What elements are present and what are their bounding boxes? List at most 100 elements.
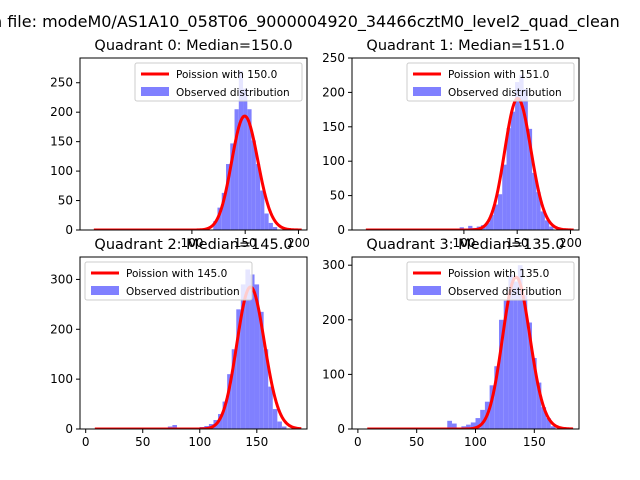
histogram-bar [485,223,490,230]
histogram-bar [466,424,471,429]
x-tick-label: 150 [245,435,268,449]
histogram-bar [544,220,550,230]
y-tick-label: 0 [65,223,73,237]
legend-box [406,261,575,301]
axes-frame [79,57,308,231]
histogram-bar [221,192,227,230]
x-tick-label: 200 [287,236,310,250]
x-tick-label: 150 [506,236,529,250]
y-tick-label: 200 [50,322,73,336]
panel-quadrant-0: Quadrant 0: Median=150.0 100 150 200 0 50 100 1… [50,38,310,250]
y-tick-label: 150 [322,120,345,134]
histogram-bar [227,374,232,429]
histogram-bar [499,319,504,429]
histogram-bar [541,407,547,429]
histogram-bar [489,385,495,429]
histogram-bar [236,309,241,429]
y-tick-label: 0 [337,422,345,436]
histogram-bar [230,143,235,230]
histogram-bar [498,194,503,230]
y-tick-label: 100 [322,154,345,168]
x-tick-label: 100 [452,236,475,250]
histogram-bar [532,172,537,230]
histogram-bar [515,82,520,230]
histogram-bar [281,426,287,429]
histogram-bar [527,322,532,429]
histogram-bar [264,213,269,230]
poisson-curve [365,97,575,230]
x-tick-label: 0 [354,435,362,449]
y-tick-label: 200 [50,105,73,119]
x-tick-label: 150 [523,435,546,449]
histogram-bar [517,265,523,429]
histogram-bar [470,422,476,429]
legend-bar-label: Observed distribution [448,286,562,298]
histogram-bar [493,204,499,230]
panel-quadrant-1: Quadrant 1: Median=151.0 100 150 200 0 50 100 1… [322,38,582,250]
y-tick-label: 200 [322,85,345,99]
histogram-bar [213,221,218,230]
histogram-bar [475,418,481,429]
y-tick-label: 50 [330,189,345,203]
x-tick-label: 100 [464,435,487,449]
legend-box [84,261,253,301]
histogram-bar [522,295,528,429]
histogram-bar [536,382,542,429]
y-tick-label: 250 [50,76,73,90]
histogram-bar [272,227,278,230]
legend: Poission with 135.0 Observed distribution [406,261,575,301]
histogram-bar [245,269,250,429]
histogram-bar [494,366,500,429]
histogram-bar [222,401,228,429]
histogram-bar [549,226,554,230]
histogram-bar [263,349,269,429]
x-tick-label: 50 [135,435,150,449]
histogram-bar [243,88,248,230]
histogram-bar [447,420,452,429]
poisson-curve [93,114,303,230]
x-tick-label: 150 [234,236,257,250]
histogram-bar [272,409,278,429]
histogram-bar [277,421,282,429]
histogram-bar [238,70,244,230]
legend-line-label: Poission with 135.0 [448,268,549,280]
panel-title: Quadrant 1: Median=151.0 [366,38,564,54]
histogram-bar [489,214,494,230]
y-tick-label: 0 [337,223,345,237]
x-tick-label: 50 [409,435,424,449]
panel-title: Quadrant 0: Median=150.0 [94,38,292,54]
figure-suptitle: n file: modeM0/AS1A10_058T06_9000004920_… [0,12,620,32]
histogram-bar [451,423,457,429]
legend-bar-label: Observed distribution [176,87,290,99]
x-tick-label: 200 [559,236,582,250]
histogram-bar [506,128,511,230]
y-tick-label: 150 [50,135,73,149]
bar-series [167,269,287,429]
y-tick-label: 100 [50,164,73,178]
legend-line-label: Poission with 151.0 [448,69,549,81]
panel-quadrant-2: Quadrant 2: Median=145.0 0 50 100 150 0 100 200… [50,237,308,449]
histogram-bar [550,426,556,429]
histogram-bar [251,140,256,230]
histogram-bar [218,414,223,429]
histogram-bar [260,190,265,230]
legend-bar-label: Observed distribution [448,87,562,99]
legend-bar-swatch [413,286,441,295]
histogram-bar [217,207,222,230]
y-tick-label: 100 [322,367,345,381]
histogram-bar [240,284,246,429]
histogram-bar [527,128,533,230]
axes-frame [351,256,580,430]
histogram-bar [540,211,545,230]
bar-series [417,75,554,230]
histogram-bar [468,225,473,230]
histogram-bar [254,284,260,429]
legend-box [134,62,303,102]
legend-line-label: Poission with 150.0 [176,69,277,81]
histogram-bar [519,75,524,230]
bar-series [213,70,278,230]
histogram-bar [536,192,541,230]
legend-bar-swatch [413,87,441,96]
histogram-bar [510,111,516,230]
histogram-bar [502,164,507,230]
